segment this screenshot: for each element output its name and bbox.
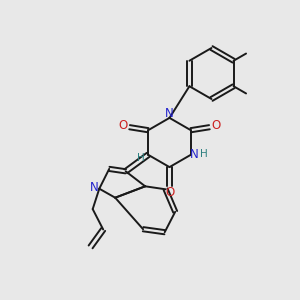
Text: O: O (165, 186, 174, 199)
Text: O: O (118, 119, 127, 132)
Text: H: H (137, 153, 145, 164)
Text: N: N (89, 181, 98, 194)
Text: N: N (165, 107, 174, 120)
Text: H: H (200, 149, 208, 159)
Text: N: N (190, 148, 199, 161)
Text: O: O (212, 119, 220, 132)
